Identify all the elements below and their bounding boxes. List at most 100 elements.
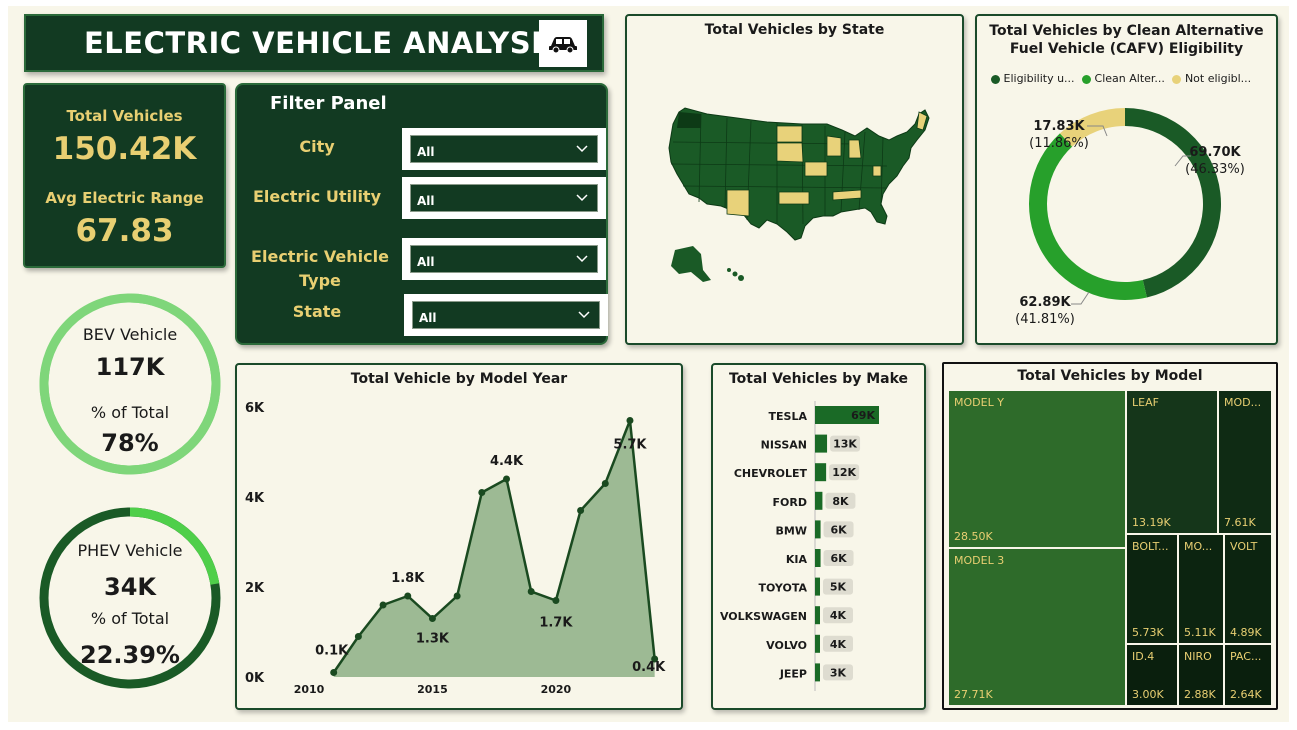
- treemap-cell-model-3[interactable]: MODEL 3 27.71K: [948, 548, 1126, 706]
- filter-label-ev-type: Electric Vehicle Type: [251, 247, 389, 290]
- legend-dot: [1172, 74, 1182, 84]
- phev-label: PHEV Vehicle: [77, 541, 183, 560]
- treemap-cell-value: 4.89K: [1230, 626, 1262, 639]
- data-point[interactable]: [651, 655, 659, 663]
- state-new-mexico[interactable]: [726, 189, 750, 217]
- x-tick-label: 2015: [417, 683, 448, 696]
- data-point[interactable]: [354, 633, 362, 640]
- data-point[interactable]: [404, 592, 412, 600]
- bar-value-badge: [829, 464, 860, 481]
- data-point[interactable]: [478, 489, 486, 496]
- bar-value-badge: [825, 492, 856, 509]
- state-maine[interactable]: [916, 111, 928, 131]
- legend-label: Not eligibl...: [1184, 72, 1252, 85]
- legend-dot: [991, 74, 1000, 84]
- car-icon: [549, 36, 577, 53]
- state-oklahoma[interactable]: [778, 191, 810, 205]
- data-label: 1.7K: [539, 616, 573, 631]
- filter-label-utility: Electric Utility: [253, 187, 381, 206]
- cafv-slice[interactable]: [1059, 108, 1125, 147]
- treemap-cell-value: 2.88K: [1184, 688, 1216, 701]
- state-tennessee[interactable]: [832, 189, 862, 201]
- x-tick-label: 2010: [294, 683, 325, 696]
- cafv-slice[interactable]: [1125, 108, 1222, 298]
- cafv-title-line2: Fuel Vehicle (CAFV) Eligibility: [1009, 41, 1244, 57]
- legend-item[interactable]: Clean Alter...: [1082, 72, 1165, 85]
- bar[interactable]: [815, 520, 821, 539]
- legend-item[interactable]: Eligibility u...: [991, 72, 1075, 85]
- bar[interactable]: [815, 491, 823, 510]
- cafv-slice[interactable]: [1029, 133, 1147, 300]
- state-west-virginia[interactable]: [872, 165, 882, 177]
- data-point[interactable]: [601, 480, 609, 487]
- cafv-slice-value: 69.70K: [1189, 145, 1241, 160]
- make-title: Total Vehicles by Make: [728, 371, 909, 387]
- data-point[interactable]: [453, 592, 461, 600]
- treemap-cell-name: MOD...: [1224, 396, 1262, 409]
- bar[interactable]: [815, 434, 828, 453]
- bev-pct-label: % of Total: [90, 403, 170, 422]
- data-label: 1.3K: [416, 632, 450, 647]
- bar[interactable]: [815, 606, 820, 625]
- y-tick-label: 4K: [245, 491, 265, 506]
- treemap-cell-name: BOLT...: [1132, 540, 1169, 553]
- data-point[interactable]: [428, 615, 436, 622]
- bar-value-badge: [823, 578, 853, 595]
- state-washington[interactable]: [677, 112, 701, 128]
- total-vehicles-value: 150.42K: [52, 131, 197, 167]
- bar[interactable]: [815, 549, 821, 567]
- dashboard-canvas: ELECTRIC VEHICLE ANALYSIS Total Vehicles…: [8, 6, 1289, 722]
- data-point[interactable]: [503, 475, 511, 483]
- ev-type-dropdown[interactable]: All: [410, 245, 598, 273]
- cafv-slice-value: 62.89K: [1019, 295, 1071, 310]
- data-point[interactable]: [527, 588, 535, 595]
- bar[interactable]: [815, 634, 820, 653]
- bar-category-label: TOYOTA: [758, 582, 807, 595]
- treemap-cell-bolt[interactable]: BOLT... 5.73K: [1126, 534, 1178, 644]
- treemap-title: Total Vehicles by Model: [1017, 368, 1203, 384]
- state-dropdown[interactable]: All: [412, 301, 600, 329]
- bar-value-badge: [830, 435, 861, 452]
- treemap-cell-pacifica[interactable]: PAC... 2.64K: [1224, 644, 1272, 706]
- data-point[interactable]: [379, 601, 387, 609]
- treemap-cell-id4[interactable]: ID.4 3.00K: [1126, 644, 1178, 706]
- data-point[interactable]: [330, 669, 338, 676]
- state-alaska[interactable]: [671, 246, 711, 282]
- filter-label-city: City: [299, 137, 335, 156]
- state-iowa[interactable]: [804, 161, 828, 177]
- state-hawaii[interactable]: [727, 268, 744, 281]
- state-south-dakota[interactable]: [776, 142, 804, 163]
- avg-range-value: 67.83: [75, 213, 174, 249]
- treemap-cell-model-x[interactable]: MO... 5.11K: [1178, 534, 1224, 644]
- state-michigan[interactable]: [848, 139, 862, 159]
- bar[interactable]: [815, 663, 820, 682]
- bar[interactable]: [815, 406, 879, 424]
- treemap-cell-leaf[interactable]: LEAF 13.19K: [1126, 390, 1218, 534]
- city-dropdown[interactable]: All: [410, 135, 598, 163]
- utility-dropdown[interactable]: All: [410, 184, 598, 212]
- legend-item[interactable]: Not eligibl...: [1172, 72, 1251, 85]
- data-point[interactable]: [626, 417, 634, 424]
- data-point[interactable]: [577, 507, 585, 514]
- area-fill: [333, 420, 655, 677]
- treemap-cell-model-y[interactable]: MODEL Y 28.50K: [948, 390, 1126, 548]
- phev-ring-arc: [39, 507, 221, 689]
- bar[interactable]: [815, 463, 827, 482]
- treemap-cell-model-s[interactable]: MOD... 7.61K: [1218, 390, 1272, 534]
- phev-pct-label: % of Total: [90, 609, 170, 628]
- state-wisconsin[interactable]: [826, 135, 842, 157]
- bar[interactable]: [815, 577, 820, 596]
- bar-value-label: 6K: [830, 552, 847, 565]
- model-treemap-card: Total Vehicles by Model MODEL Y 28.50K M…: [942, 362, 1278, 710]
- state-dropdown-value: All: [419, 311, 437, 325]
- treemap-cell-value: 3.00K: [1132, 688, 1164, 701]
- treemap-cell-volt[interactable]: VOLT 4.89K: [1224, 534, 1272, 644]
- filter-utility-slot: All: [402, 177, 606, 219]
- treemap-cell-niro[interactable]: NIRO 2.88K: [1178, 644, 1224, 706]
- treemap-cell-name: MO...: [1184, 540, 1213, 553]
- state-north-dakota[interactable]: [776, 125, 803, 143]
- ev-type-dropdown-value: All: [417, 255, 435, 269]
- treemap-cell-value: 27.71K: [954, 688, 993, 701]
- treemap-cell-value: 28.50K: [954, 530, 993, 543]
- data-point[interactable]: [552, 597, 560, 604]
